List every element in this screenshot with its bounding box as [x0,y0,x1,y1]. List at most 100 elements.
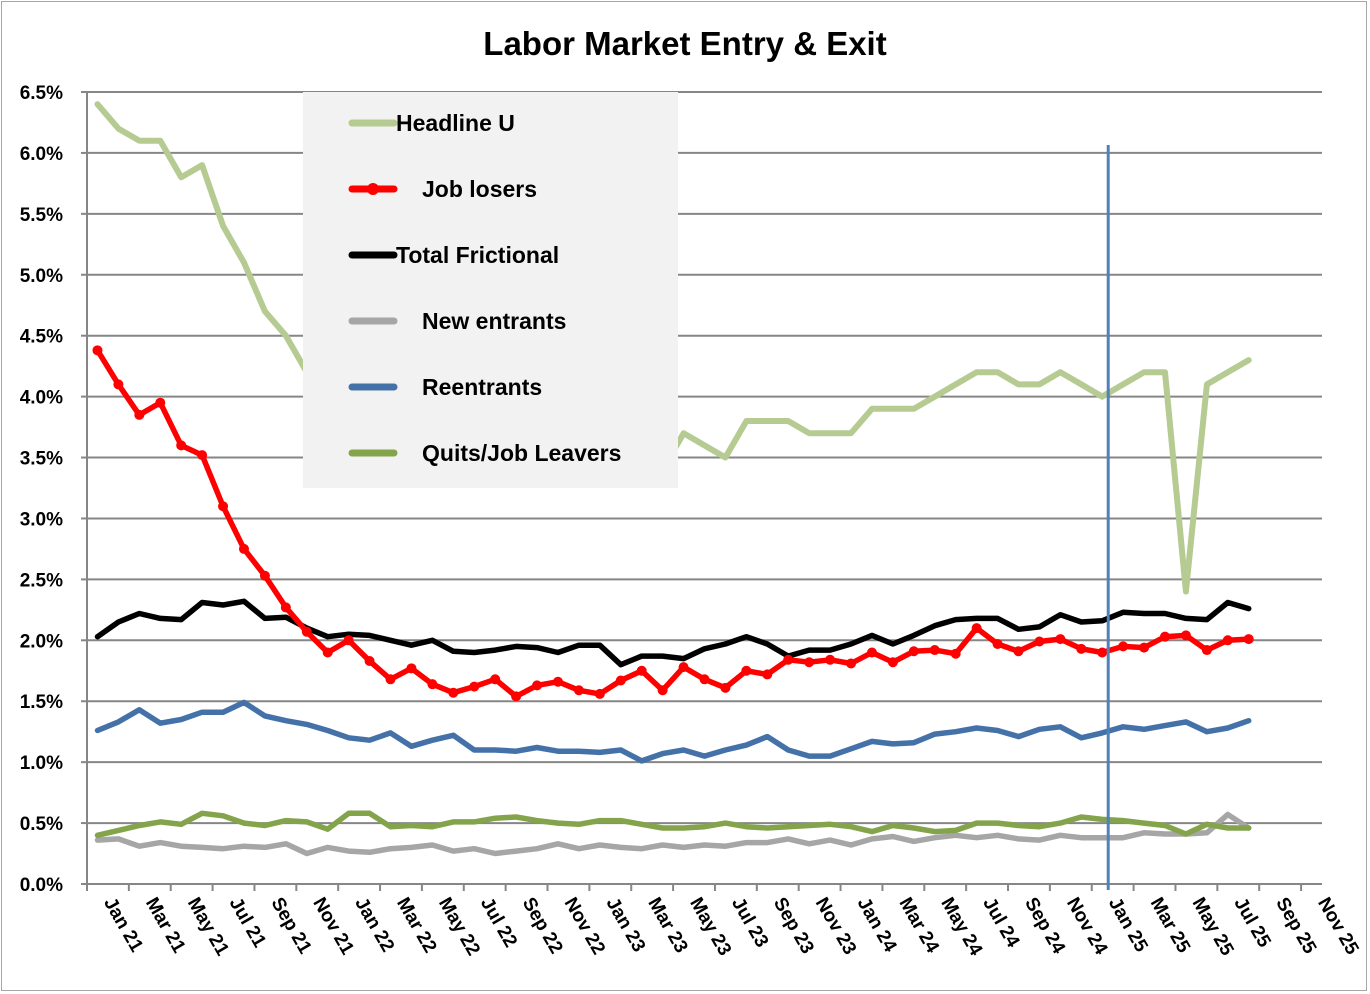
series-line-reentrants [94,699,1252,764]
y-tick-label: 1.5% [20,692,63,713]
data-point-job-losers [322,647,333,658]
data-point-job-losers [448,687,459,698]
data-point-job-losers [971,623,982,634]
series-job-losers [92,345,1254,702]
data-point-job-losers [364,656,375,667]
series-line-quits-job-leavers [94,810,1252,839]
data-point-job-losers [1201,645,1212,656]
y-tick-label: 6.0% [20,144,63,165]
y-tick-label: 6.5% [20,83,63,104]
data-point-job-losers [1222,635,1233,646]
data-point-job-losers [280,602,291,613]
data-point-job-losers [406,663,417,674]
data-point-job-losers [678,662,689,673]
legend-box [303,92,678,488]
legend-label: Headline U [396,110,515,136]
y-tick-label: 1.0% [20,753,63,774]
data-point-job-losers [155,397,166,408]
gridlines [86,91,1322,885]
data-point-job-losers [552,676,563,687]
x-tick-label: Mar 25 [1146,894,1195,957]
data-point-job-losers [1013,646,1024,657]
data-point-job-losers [699,674,710,685]
data-point-job-losers [1118,641,1129,652]
legend-item-reentrants: Reentrants [348,374,542,400]
x-tick-label: Jul 22 [476,894,521,951]
y-tick-label: 4.0% [20,388,63,409]
series-line-total-frictional [94,598,1252,668]
data-point-job-losers [846,658,857,669]
y-tick-label: 3.5% [20,449,63,470]
data-point-job-losers [804,657,815,668]
data-point-job-losers [92,345,103,356]
data-point-job-losers [657,685,668,696]
legend-item-job-losers: Job losers [348,176,537,202]
series-reentrants [94,699,1252,764]
data-point-job-losers [176,440,187,451]
data-point-job-losers [950,648,961,659]
legend-label: New entrants [422,308,566,334]
legend-marker [367,183,379,195]
data-point-job-losers [511,691,522,702]
legend-label: Quits/Job Leavers [422,440,621,466]
data-point-job-losers [783,654,794,665]
data-point-job-losers [427,679,438,690]
x-tick-label: Sep 23 [769,894,818,958]
data-point-job-losers [1180,630,1191,641]
x-tick-label: Sep 22 [518,894,567,958]
data-point-job-losers [197,450,208,461]
data-point-job-losers [573,685,584,696]
data-point-job-losers [1076,643,1087,654]
x-tick-label: Mar 21 [141,894,190,957]
data-point-job-losers [825,654,836,665]
data-point-job-losers [490,674,501,685]
y-tick-label: 5.5% [20,205,63,226]
chart-title: Labor Market Entry & Exit [483,25,886,62]
y-tick-label: 4.5% [20,327,63,348]
data-point-job-losers [469,681,480,692]
legend: Headline U Job losers Total Frictional New … [303,92,678,488]
data-point-job-losers [866,647,877,658]
data-point-job-losers [887,657,898,668]
data-point-job-losers [343,635,354,646]
x-tick-label: Mar 22 [392,894,440,957]
data-point-job-losers [908,646,919,657]
legend-label: Total Frictional [396,242,559,268]
data-point-job-losers [929,645,940,656]
data-point-job-losers [113,379,124,390]
x-tick-label: Mar 23 [643,894,691,957]
data-point-job-losers [1160,631,1171,642]
y-tick-label: 0.5% [20,814,63,835]
legend-label: Reentrants [422,374,542,400]
data-point-job-losers [992,638,1003,649]
x-tick-label: Jul 21 [225,894,270,952]
legend-item-quits-job-leavers: Quits/Job Leavers [348,440,621,466]
x-tick-label: Nov 25 [1313,894,1363,959]
series-quits-job-leavers [94,810,1252,839]
legend-label: Job losers [422,176,537,202]
legend-item-new-entrants: New entrants [348,308,566,334]
y-tick-label: 3.0% [20,509,63,530]
y-axis-ticks: 0.0% 0.5% 1.0% 1.5% 2.0% 2.5% 3.0% 3.5% 4.0% 4.5%… [20,83,87,896]
data-point-job-losers [1055,634,1066,645]
y-tick-label: 2.0% [20,631,63,652]
data-point-job-losers [301,626,312,637]
data-point-job-losers [532,680,543,691]
series-new-entrants [94,811,1252,857]
legend-item-total-frictional: Total Frictional [348,242,559,268]
x-tick-label: Jan 21 [99,894,147,956]
x-tick-label: Jul 23 [727,894,772,951]
data-point-job-losers [1243,634,1254,645]
data-point-job-losers [594,688,605,699]
data-point-job-losers [259,570,270,581]
series-total-frictional [94,598,1252,668]
legend-item-headline-u: Headline U [348,110,515,136]
data-point-job-losers [1034,636,1045,647]
data-point-job-losers [134,409,145,420]
x-tick-label: Jul 25 [1229,894,1274,952]
data-point-job-losers [1139,642,1150,653]
data-point-job-losers [218,501,229,512]
